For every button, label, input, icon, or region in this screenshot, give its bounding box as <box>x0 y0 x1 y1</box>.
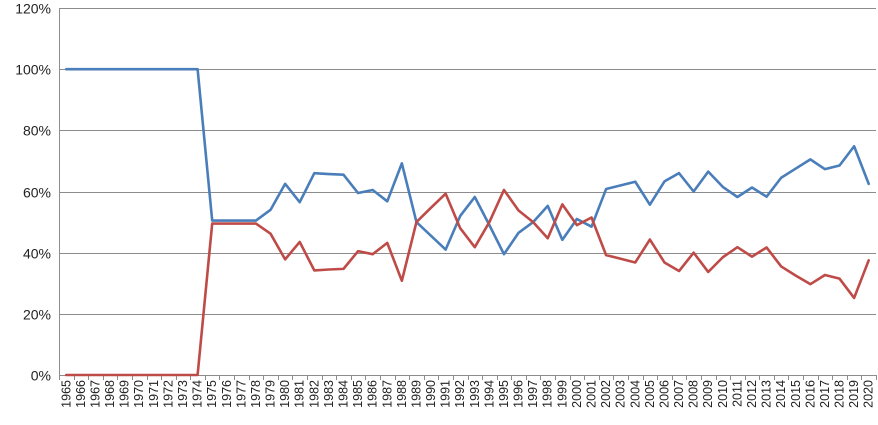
x-tick-label: 2006 <box>657 380 671 408</box>
y-tick-label: 0% <box>31 368 51 384</box>
x-tick-labels: 1965 1966 1967 1968 1969 1970 1971 1972 1973 1974… <box>59 380 875 408</box>
y-tick-label: 100% <box>15 62 51 78</box>
y-tick-label: 40% <box>23 246 51 262</box>
x-tick-label: 1985 <box>351 380 365 408</box>
x-tick-label: 2019 <box>847 380 861 408</box>
x-tick-label: 1981 <box>293 380 307 408</box>
x-tick-label: 2016 <box>803 380 817 408</box>
x-tick-label: 1970 <box>132 380 146 408</box>
x-tick-label: 1990 <box>424 380 438 408</box>
x-tick-label: 1966 <box>74 380 88 408</box>
x-tick-label: 2007 <box>672 380 686 408</box>
series-lines <box>64 67 871 377</box>
x-tick-label: 1976 <box>220 380 234 408</box>
x-tick-label: 2020 <box>862 380 876 408</box>
x-tick-label: 1979 <box>264 380 278 408</box>
x-tick-label: 1999 <box>555 380 569 408</box>
x-tick-label: 1992 <box>453 380 467 408</box>
x-tick-label: 2000 <box>570 380 584 408</box>
x-tick-label: 1986 <box>366 380 380 408</box>
series-line-2 <box>64 188 871 377</box>
x-tick-label: 2012 <box>745 380 759 408</box>
axes <box>59 8 877 380</box>
x-tick-label: 1988 <box>395 380 409 408</box>
x-tick-label: 1993 <box>468 380 482 408</box>
x-tick-label: 1975 <box>205 380 219 408</box>
x-tick-label: 2009 <box>701 380 715 408</box>
x-tick-label: 1991 <box>439 380 453 408</box>
x-tick-label: 1978 <box>249 380 263 408</box>
x-tick-label: 2014 <box>774 380 788 408</box>
x-tick-label: 2010 <box>716 380 730 408</box>
x-tick-label: 1994 <box>482 380 496 408</box>
x-tick-label: 1989 <box>409 380 423 408</box>
x-tick-label: 1969 <box>118 380 132 408</box>
x-tick-label: 1995 <box>497 380 511 408</box>
x-tick-label: 1982 <box>307 380 321 408</box>
series-line-1 <box>64 67 871 256</box>
x-tick-label: 2004 <box>628 380 642 408</box>
x-tick-label: 2017 <box>818 380 832 408</box>
x-tick-label: 1997 <box>526 380 540 408</box>
x-tick-label: 2002 <box>599 380 613 408</box>
y-tick-label: 80% <box>23 123 51 139</box>
x-tick-label: 1973 <box>176 380 190 408</box>
y-tick-label: 120% <box>15 1 51 17</box>
x-tick-label: 2003 <box>614 380 628 408</box>
x-tick-label: 2018 <box>833 380 847 408</box>
x-tick-label: 1984 <box>336 380 350 408</box>
x-tick-label: 1987 <box>380 380 394 408</box>
gridlines <box>59 8 876 376</box>
x-tick-label: 1968 <box>103 380 117 408</box>
x-tick-label: 1983 <box>322 380 336 408</box>
y-tick-label: 60% <box>23 185 51 201</box>
x-tick-label: 2005 <box>643 380 657 408</box>
x-tick-label: 2011 <box>730 380 744 407</box>
x-tick-label: 1972 <box>161 380 175 408</box>
x-tick-label: 2008 <box>687 380 701 408</box>
x-tick-label: 1971 <box>147 380 161 408</box>
x-tick-label: 1996 <box>512 380 526 408</box>
y-tick-label: 20% <box>23 307 51 323</box>
x-tick-label: 1980 <box>278 380 292 408</box>
y-tick-labels: 0% 20% 40% 60% 80% 100% 120% <box>15 1 51 384</box>
x-tick-label: 2001 <box>585 380 599 408</box>
x-tick-label: 1974 <box>191 380 205 408</box>
x-tick-label: 2015 <box>789 380 803 408</box>
x-tick-label: 1967 <box>88 380 102 408</box>
x-tick-label: 1965 <box>59 380 73 408</box>
x-tick-label: 1977 <box>234 380 248 408</box>
x-tick-label: 2013 <box>760 380 774 408</box>
x-tick-label: 1998 <box>541 380 555 408</box>
